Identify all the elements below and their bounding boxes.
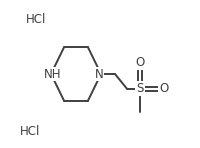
Text: S: S xyxy=(136,82,144,95)
Text: NH: NH xyxy=(44,67,62,81)
Text: O: O xyxy=(159,82,169,95)
Text: HCl: HCl xyxy=(20,125,40,138)
Text: O: O xyxy=(135,56,145,69)
Text: N: N xyxy=(95,67,103,81)
Text: HCl: HCl xyxy=(26,13,46,26)
